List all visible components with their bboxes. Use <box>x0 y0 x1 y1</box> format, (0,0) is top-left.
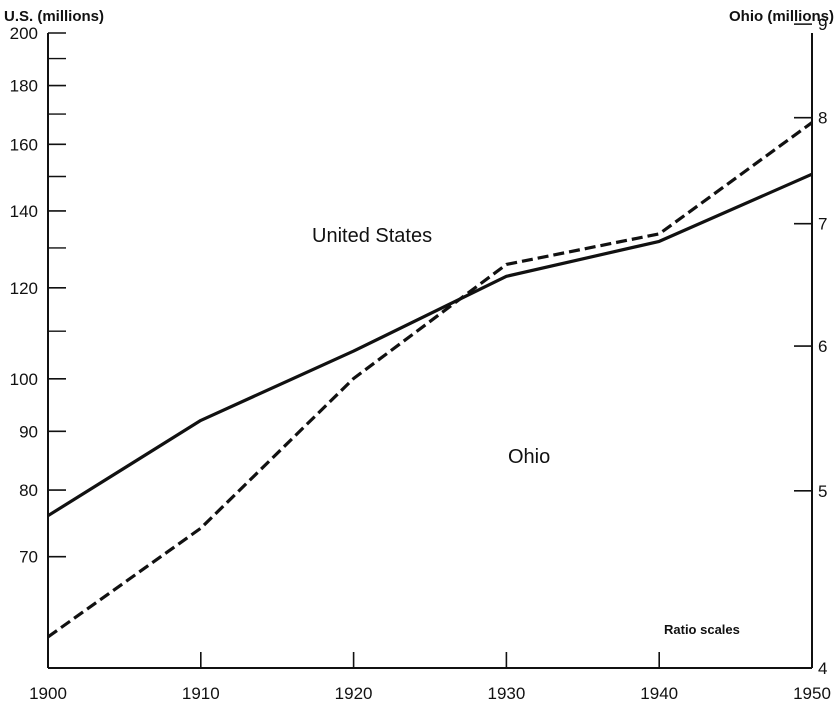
series-line-ohio <box>47 121 813 639</box>
right-tick-label: 4 <box>818 659 827 678</box>
axes-group <box>47 33 813 669</box>
right-axis-title: Ohio (millions) <box>729 8 834 25</box>
left-tick-label: 200 <box>10 24 38 43</box>
left-tick-label: 160 <box>10 135 38 154</box>
x-tick-label: 1900 <box>29 684 67 703</box>
series-label-united-states: United States <box>312 225 432 247</box>
series-lines-group <box>47 121 813 639</box>
x-tick-label: 1910 <box>182 684 220 703</box>
left-tick-label: 140 <box>10 202 38 221</box>
x-tick-label: 1940 <box>640 684 678 703</box>
left-tick-label: 180 <box>10 77 38 96</box>
series-line-united-states <box>47 172 813 518</box>
right-tick-label: 6 <box>818 337 827 356</box>
left-axis-title: U.S. (millions) <box>4 8 104 25</box>
series-label-ohio: Ohio <box>508 446 550 468</box>
right-tick-label: 7 <box>818 215 827 234</box>
left-tick-label: 80 <box>19 481 38 500</box>
ratio-scales-note: Ratio scales <box>664 622 740 637</box>
right-tick-label: 9 <box>818 15 827 34</box>
right-tick-label: 5 <box>818 482 827 501</box>
left-tick-label: 70 <box>19 548 38 567</box>
right-tick-label: 8 <box>818 109 827 128</box>
x-tick-label: 1930 <box>487 684 525 703</box>
left-tick-label: 120 <box>10 279 38 298</box>
ticks-group: 200 180 160 140 120 100 90 80 70 9 8 7 6 5 4 1900 1910 19… <box>10 15 831 703</box>
left-tick-label: 90 <box>19 422 38 441</box>
x-tick-label: 1920 <box>335 684 373 703</box>
x-tick-label: 1950 <box>793 684 831 703</box>
left-tick-label: 100 <box>10 370 38 389</box>
